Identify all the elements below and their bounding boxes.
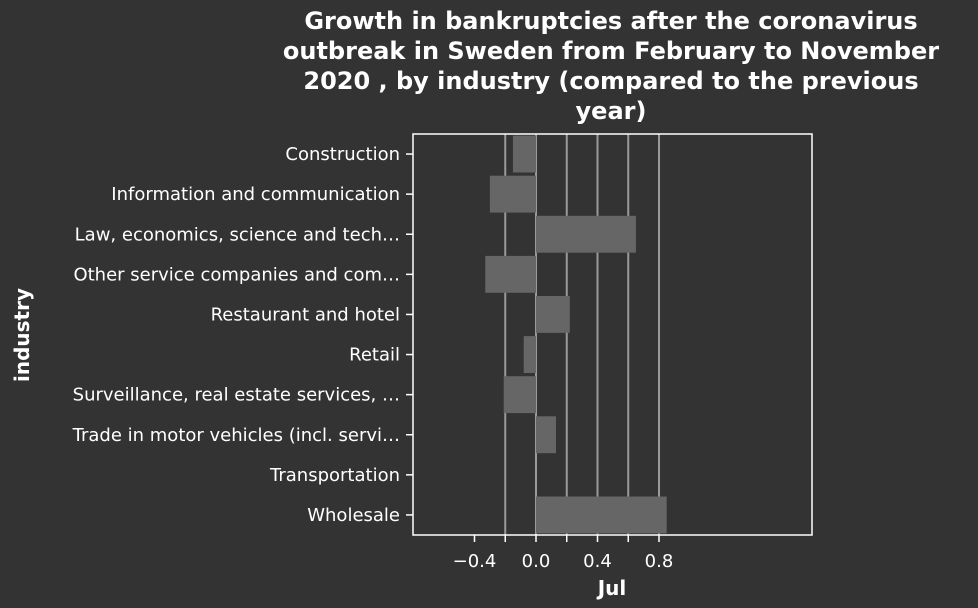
- bar-3: [485, 255, 536, 293]
- chart-title: Growth in bankruptcies after the coronav…: [283, 7, 939, 125]
- chart-title-line-2: outbreak in Sweden from February to Nove…: [283, 37, 939, 65]
- x-tick-label: −0.4: [453, 551, 497, 572]
- bar-4: [536, 296, 570, 333]
- bar-5: [523, 336, 536, 373]
- chart-title-line-3: 2020 , by industry (compared to the prev…: [303, 67, 918, 95]
- y-tick-label: Surveillance, real estate services, …: [73, 385, 400, 406]
- plot-frame: [412, 133, 813, 536]
- y-axis-label: industry: [10, 288, 34, 382]
- x-axis-label: Jul: [596, 576, 627, 600]
- y-axis-ticks: Construction Information and communicatio…: [72, 144, 413, 526]
- y-tick-label: Construction: [285, 144, 400, 165]
- y-tick-label: Retail: [349, 345, 400, 366]
- y-tick-label: Other service companies and com…: [73, 264, 400, 285]
- y-tick-label: Trade in motor vehicles (incl. servi…: [72, 425, 400, 446]
- bar-9: [536, 496, 667, 534]
- y-tick-label: Restaurant and hotel: [211, 304, 400, 325]
- y-tick-label: Transportation: [269, 465, 400, 486]
- chart-title-line-1: Growth in bankruptcies after the coronav…: [304, 7, 917, 35]
- x-axis-ticks: −0.4 0.0 0.4 0.8: [453, 535, 674, 572]
- y-tick-label: Information and communication: [111, 184, 400, 205]
- bar-0: [512, 135, 536, 173]
- bar-1: [489, 175, 536, 213]
- bar-2: [536, 215, 636, 253]
- x-tick-label: 0.8: [645, 551, 674, 572]
- bars: [485, 135, 667, 534]
- x-tick-label: 0.0: [522, 551, 551, 572]
- x-tick-label: 0.4: [583, 551, 612, 572]
- bar-7: [536, 416, 556, 454]
- chart-title-line-4: year): [576, 97, 647, 125]
- y-tick-label: Wholesale: [307, 505, 400, 526]
- y-tick-label: Law, economics, science and tech…: [75, 224, 400, 245]
- bar-6: [503, 376, 536, 414]
